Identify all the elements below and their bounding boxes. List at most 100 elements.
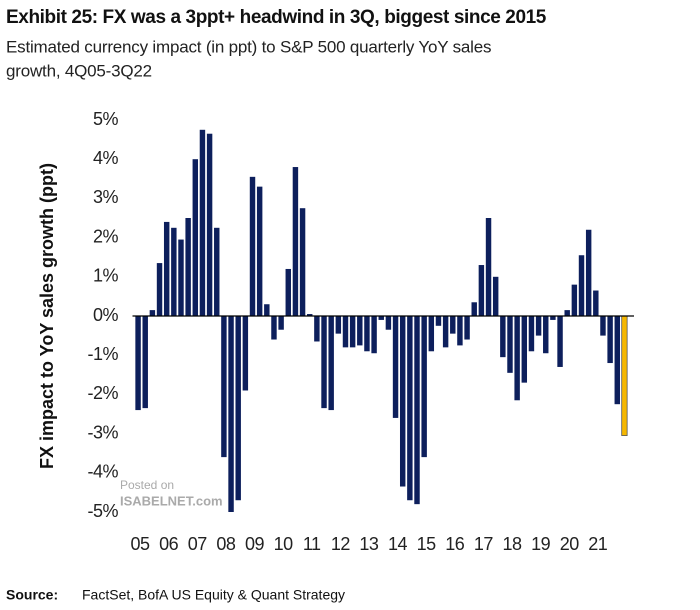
bar — [550, 316, 556, 320]
bar — [342, 316, 349, 348]
bar — [314, 316, 320, 342]
bar — [492, 276, 499, 316]
source-label: Source: — [6, 587, 58, 603]
x-tick-label: 12 — [331, 534, 351, 554]
bar — [371, 316, 377, 354]
y-tick-label: 5% — [93, 109, 119, 129]
bar — [292, 167, 299, 316]
bar — [442, 316, 449, 348]
x-tick-label: 10 — [274, 534, 294, 554]
bar — [564, 310, 570, 316]
bar — [450, 316, 456, 334]
bar — [478, 265, 485, 316]
x-tick-label: 05 — [131, 534, 151, 554]
x-tick-label: 15 — [417, 534, 437, 554]
bar — [163, 221, 170, 316]
x-tick-label: 06 — [159, 534, 179, 554]
bar — [264, 304, 270, 316]
bar — [435, 316, 442, 326]
bar — [578, 255, 585, 316]
chart-subtitle: growth, 4Q05-3Q22 — [6, 61, 152, 80]
bar — [156, 263, 163, 316]
bar — [600, 316, 606, 336]
bar — [214, 227, 220, 316]
x-tick-label: 14 — [388, 534, 408, 554]
y-tick-label: 3% — [93, 187, 119, 207]
watermark: Posted on — [120, 478, 174, 492]
bar — [349, 316, 356, 348]
bar — [135, 316, 141, 411]
bar — [307, 314, 313, 316]
bar — [428, 316, 435, 352]
bar — [228, 316, 234, 512]
bar — [593, 290, 599, 316]
x-tick-label: 16 — [445, 534, 465, 554]
bar — [514, 316, 520, 401]
bar — [528, 316, 535, 352]
bar — [392, 316, 399, 418]
chart-subtitle: Estimated currency impact (in ppt) to S&… — [6, 37, 491, 56]
y-tick-label: -5% — [87, 501, 118, 521]
bar — [500, 316, 506, 358]
bar — [521, 316, 528, 383]
y-tick-label: 2% — [93, 226, 119, 246]
x-tick-label: 11 — [303, 534, 321, 554]
bar — [543, 316, 549, 354]
bar — [321, 316, 327, 409]
bar — [414, 316, 420, 505]
x-tick-label: 17 — [474, 534, 494, 554]
bar — [507, 316, 513, 373]
chart-title: Exhibit 25: FX was a 3ppt+ headwind in 3… — [6, 7, 547, 28]
bar — [621, 315, 628, 436]
source: FactSet, BofA US Equity & Quant Strategy — [82, 587, 345, 603]
x-tick-label: 07 — [188, 534, 208, 554]
bar — [399, 316, 406, 487]
bar — [385, 316, 392, 330]
bar — [364, 316, 370, 352]
x-tick-label: 08 — [216, 534, 236, 554]
bar — [242, 316, 249, 391]
bar — [171, 227, 177, 316]
bar — [421, 316, 427, 458]
y-tick-label: -2% — [87, 383, 118, 403]
bar — [335, 316, 342, 334]
bar — [585, 229, 592, 316]
bar — [142, 316, 148, 409]
bar — [235, 316, 241, 501]
x-tick-label: 09 — [245, 534, 265, 554]
bar — [357, 316, 363, 346]
bar — [256, 186, 263, 316]
bar — [535, 316, 542, 336]
bar — [149, 310, 156, 316]
y-tick-label: -4% — [87, 462, 118, 482]
bar — [249, 176, 256, 316]
bar — [607, 316, 613, 364]
bar — [271, 316, 277, 340]
x-tick-label: 20 — [560, 534, 580, 554]
bar — [407, 316, 413, 501]
x-tick-label: 13 — [359, 534, 379, 554]
y-tick-label: -1% — [87, 344, 118, 364]
bar — [278, 316, 284, 330]
bar — [221, 316, 227, 458]
x-tick-label: 18 — [502, 534, 522, 554]
bar — [457, 316, 463, 346]
bar — [485, 218, 492, 316]
watermark: ISABELNET.com — [120, 493, 223, 508]
bar — [199, 129, 206, 316]
bar — [464, 316, 470, 340]
bar — [192, 159, 199, 316]
bar — [471, 302, 477, 316]
bar — [328, 316, 334, 411]
x-tick-label: 19 — [531, 534, 551, 554]
bar — [178, 239, 184, 316]
bar — [299, 208, 306, 316]
y-tick-label: 1% — [93, 266, 119, 286]
bar — [185, 218, 191, 316]
bar — [614, 316, 620, 405]
x-tick-label: 21 — [588, 534, 608, 554]
bar — [378, 316, 384, 320]
y-tick-label: 0% — [93, 305, 119, 325]
bar — [571, 284, 578, 316]
